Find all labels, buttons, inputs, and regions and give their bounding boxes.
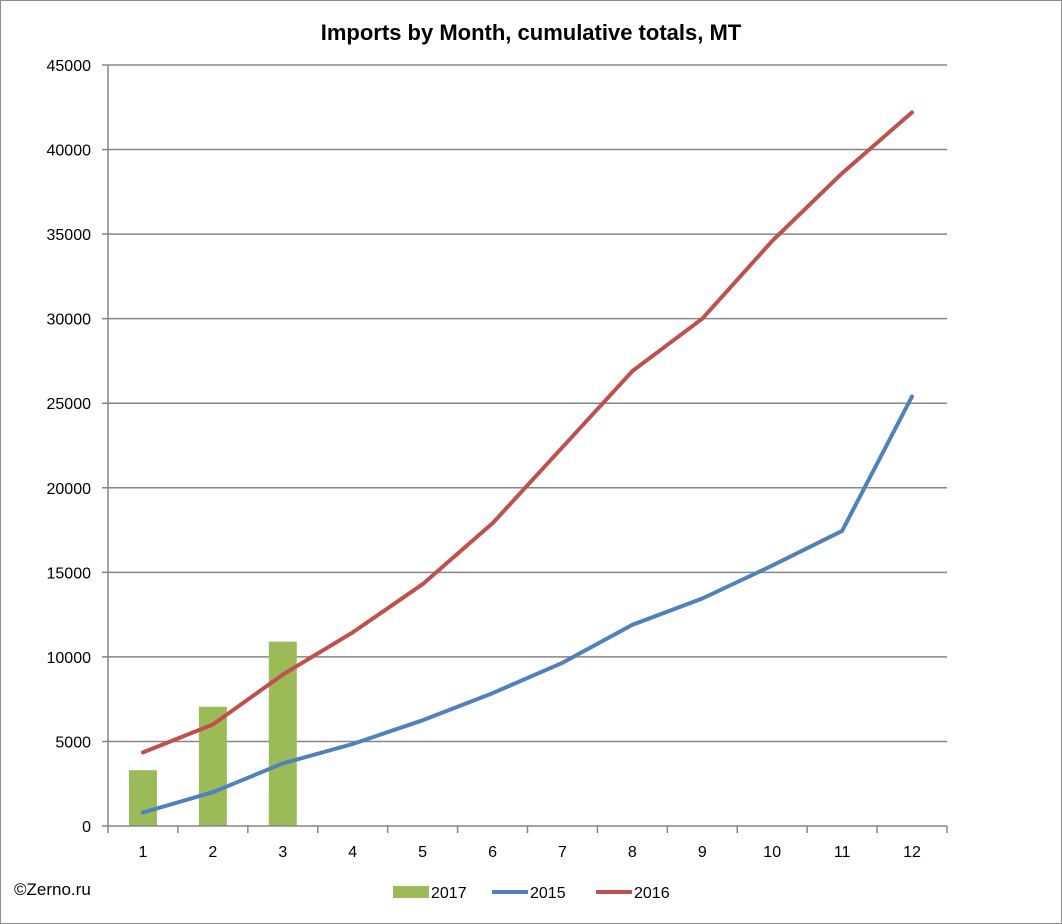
legend-swatch-2017	[393, 886, 429, 898]
x-tick-label: 1	[139, 844, 148, 861]
x-tick-label: 5	[418, 844, 427, 861]
x-tick-label: 2	[208, 844, 217, 861]
y-tick-label: 40000	[47, 143, 92, 160]
y-tick-label: 0	[82, 819, 91, 836]
x-tick-label: 10	[763, 844, 781, 861]
x-tick-label: 12	[903, 844, 921, 861]
x-tick-label: 6	[488, 844, 497, 861]
x-tick-label: 7	[558, 844, 567, 861]
series-line-2015	[141, 394, 914, 815]
y-tick-label: 20000	[47, 481, 92, 498]
legend-label-2017: 2017	[431, 885, 467, 902]
legend-label-2015: 2015	[530, 885, 566, 902]
bar-2017-1	[128, 770, 157, 826]
legend-label-2016: 2016	[634, 885, 670, 902]
y-tick-label: 45000	[47, 58, 92, 75]
series-line-2016	[141, 110, 914, 755]
x-tick-label: 9	[698, 844, 707, 861]
y-tick-label: 30000	[47, 312, 92, 329]
y-tick-label: 10000	[47, 650, 92, 667]
x-tick-label: 3	[278, 844, 287, 861]
y-tick-label: 35000	[47, 227, 92, 244]
x-tick-label: 4	[348, 844, 357, 861]
chart-title: Imports by Month, cumulative totals, MT	[320, 20, 742, 45]
y-tick-label: 15000	[47, 565, 92, 582]
x-tick-label: 8	[628, 844, 637, 861]
y-tick-label: 25000	[47, 396, 92, 413]
credit-text: ©Zerno.ru	[14, 880, 91, 899]
x-tick-label: 11	[834, 844, 851, 861]
y-tick-label: 5000	[55, 734, 91, 751]
